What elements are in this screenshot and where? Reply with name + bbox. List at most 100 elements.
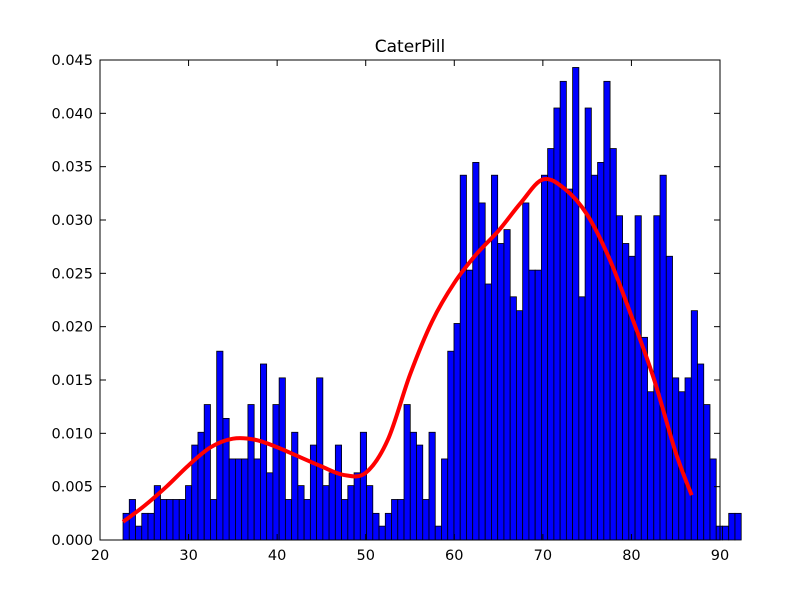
histogram-bar (540, 174, 549, 541)
chart-title: CaterPill (375, 37, 445, 57)
histogram-bar (428, 431, 436, 541)
x-tick-label: 30 (179, 548, 197, 564)
histogram-bar (547, 148, 555, 541)
histogram-bar (578, 296, 586, 541)
histogram-bar (697, 363, 705, 541)
histogram-bar (565, 188, 574, 541)
histogram-bar (253, 458, 261, 541)
histogram-bar (516, 310, 524, 541)
histogram-bar (241, 458, 249, 541)
histogram-bar (278, 377, 286, 541)
y-tick-label: 0.020 (51, 320, 93, 336)
histogram-bar (522, 202, 530, 541)
histogram-bar (628, 255, 636, 541)
histogram-bar (709, 458, 717, 541)
histogram-bar (384, 512, 392, 541)
histogram-bar (185, 485, 193, 541)
histogram-bar (422, 499, 430, 541)
histogram-bar (441, 458, 449, 541)
histogram-bar (141, 512, 149, 541)
histogram-bar (453, 323, 461, 541)
y-tick-label: 0.025 (51, 266, 93, 282)
histogram-bar (503, 229, 511, 541)
histogram-bar (303, 499, 311, 541)
histogram-bar (603, 80, 611, 541)
histogram-bar (622, 243, 630, 541)
y-tick-label: 0.040 (51, 106, 93, 122)
y-tick-label: 0.005 (51, 480, 93, 496)
histogram-bar (715, 525, 723, 541)
histogram-bar (309, 444, 318, 541)
histogram-bar (409, 431, 417, 541)
histogram-bar (497, 243, 505, 541)
histogram-bar (291, 431, 299, 541)
x-tick-label: 20 (91, 548, 109, 564)
histogram-bar (228, 458, 236, 541)
histogram-bar (347, 485, 355, 541)
histogram-bar (266, 472, 274, 541)
histogram-bar (609, 148, 617, 541)
histogram-bar (684, 377, 692, 541)
axes-frame (99, 59, 721, 541)
y-tick-label: 0.010 (51, 426, 93, 442)
histogram-bar (334, 444, 342, 541)
histogram-bar (478, 202, 486, 541)
histogram-bar (284, 499, 293, 541)
histogram-bar (297, 485, 305, 541)
histogram-bar (634, 215, 642, 541)
histogram-bar (528, 269, 536, 541)
histogram-bar (466, 269, 474, 541)
histogram-bar (247, 404, 255, 541)
histogram-bar (484, 283, 492, 541)
histogram-bar (366, 485, 374, 541)
histogram-bar (659, 174, 667, 541)
axis-ticks: 20 30 40 50 60 70 80 90 0.000 0.005 0.010 0.015 0.02… (51, 53, 729, 564)
y-tick-label: 0.000 (51, 533, 93, 549)
histogram-bar (572, 67, 580, 541)
x-tick-label: 90 (711, 548, 729, 564)
x-tick-label: 50 (356, 548, 374, 564)
histogram-bar (353, 472, 361, 541)
histogram-bar (615, 215, 623, 541)
histogram-bar (434, 525, 442, 541)
histogram-bar (640, 336, 648, 541)
histogram-bar (197, 431, 205, 541)
histogram-bar (235, 458, 243, 541)
histogram-bar (222, 417, 230, 541)
x-tick-label: 70 (534, 548, 552, 564)
histogram-bar (403, 404, 411, 541)
x-tick-label: 80 (622, 548, 640, 564)
histogram-bar (559, 80, 567, 541)
histogram-bar (459, 174, 467, 541)
histogram-bar (534, 269, 542, 541)
histogram-bar (703, 404, 711, 541)
histogram-bar (690, 310, 698, 541)
y-tick-label: 0.035 (51, 160, 93, 176)
histogram-bar (328, 472, 336, 541)
histogram-bar (734, 512, 742, 541)
y-tick-label: 0.030 (51, 213, 93, 229)
histogram-bar (378, 525, 386, 541)
histogram-bar (597, 161, 605, 541)
y-tick-label: 0.015 (51, 373, 93, 389)
histogram-bar (584, 107, 592, 541)
histogram-bar (166, 499, 174, 541)
histogram-bar (272, 404, 280, 541)
histogram-bar (341, 499, 349, 541)
x-tick-label: 40 (268, 548, 286, 564)
histogram-bar (172, 499, 180, 541)
histogram-bar (391, 499, 399, 541)
histogram-bar (260, 363, 268, 541)
histogram-bar (665, 255, 673, 541)
histogram-bar (647, 391, 655, 541)
histogram-bar (472, 161, 480, 541)
histogram-bar (416, 444, 424, 541)
histogram-bar (397, 499, 405, 541)
histogram-bar (722, 525, 730, 541)
density-curve (121, 176, 694, 524)
histogram-bar (128, 499, 136, 541)
histogram-bar (203, 404, 211, 541)
histogram-bar (322, 485, 330, 541)
